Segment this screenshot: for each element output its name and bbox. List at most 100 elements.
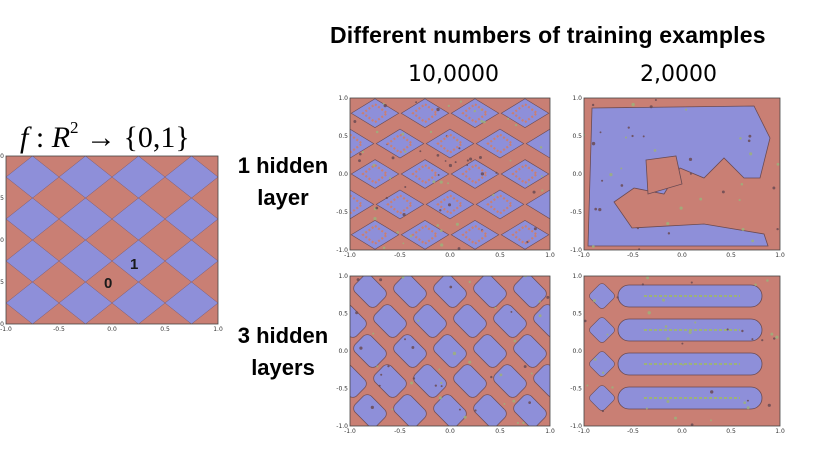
boundary-artifact: [666, 337, 670, 341]
boundary-artifact: [539, 146, 543, 149]
learned-blue-region: [500, 220, 550, 250]
row-label-3-line-a: 3 hidden: [237, 323, 329, 348]
formula-f: f: [20, 121, 29, 154]
boundary-artifact: [538, 314, 542, 318]
boundary-artifact: [533, 227, 537, 231]
boundary-artifact: [382, 102, 385, 105]
formula-r: R: [51, 121, 71, 154]
boundary-artifact: [452, 351, 457, 356]
boundary-artifact: [507, 117, 510, 120]
learned-blue-region: [587, 105, 771, 247]
plot-frame: [583, 97, 781, 251]
boundary-artifact: [689, 172, 692, 175]
boundary-artifact: [766, 279, 769, 282]
learned-blue-region: [426, 92, 474, 97]
y-tick-label: -0.5: [336, 209, 348, 216]
figure-title: Different numbers of training examples: [330, 22, 766, 48]
boundary-artifact: [726, 328, 729, 331]
learned-blue-region: [551, 99, 556, 128]
boundary-artifact: [468, 360, 472, 364]
x-tick-label: 0.0: [445, 252, 455, 258]
boundary-artifact: [512, 399, 516, 403]
column-label-2k: 2,0000: [640, 62, 717, 87]
boundary-artifact: [391, 156, 395, 160]
plot-area: [350, 272, 556, 426]
learned-blue-region: [551, 272, 556, 310]
boundary-artifact: [439, 209, 442, 212]
y-tick-label: 1.0: [572, 273, 582, 280]
boundary-artifact: [510, 310, 513, 313]
interior-artifact-ring: [361, 224, 389, 246]
learned-blue-region: [433, 394, 467, 426]
target-function-formula: f : R2 → {0,1}: [20, 118, 190, 155]
boundary-artifact: [609, 172, 613, 177]
boundary-artifact: [382, 246, 386, 250]
boundary-artifact: [647, 311, 651, 315]
red-diamond-region: [32, 302, 86, 324]
learned-blue-region: [589, 317, 615, 343]
plot-frame: [349, 97, 551, 251]
plot-area: [6, 156, 218, 324]
x-tick-label: -0.5: [394, 252, 406, 258]
learned-blue-region: [393, 334, 427, 368]
learned-blue-region: [476, 92, 524, 97]
boundary-artifact: [474, 409, 477, 412]
boundary-artifact: [709, 419, 713, 422]
x-tick-label: 0.0: [107, 326, 117, 333]
row-label-1-line-a: 1 hidden: [237, 153, 329, 178]
boundary-artifact: [591, 141, 596, 146]
x-tick-label: 0.0: [677, 252, 687, 258]
learned-blue-region: [353, 334, 387, 368]
boundary-artifact: [375, 206, 379, 210]
boundary-artifact: [401, 132, 405, 136]
boundary-artifact: [359, 152, 362, 156]
boundary-artifact: [685, 108, 688, 111]
boundary-artifact: [620, 167, 623, 170]
learned-blue-region: [589, 385, 615, 411]
boundary-artifact: [761, 339, 764, 342]
boundary-artifact: [466, 159, 470, 162]
learned-blue-region: [500, 98, 550, 128]
boundary-artifact: [586, 384, 589, 387]
y-tick-label: 0.5: [338, 311, 348, 318]
learned-blue-region: [453, 304, 487, 338]
plot-3-hidden-2k: -1.0 -0.5 0.0 0.5 1.0 1.0 0.5 0.0 -0.5 -1.0: [570, 268, 785, 438]
boundary-artifact: [641, 283, 645, 286]
learned-blue-region: [350, 159, 400, 189]
x-tick-label: -0.5: [627, 252, 639, 258]
learned-blue-region: [533, 304, 550, 338]
red-diamond-region: [191, 260, 218, 304]
boundary-artifact: [388, 177, 392, 180]
boundary-artifact: [664, 325, 668, 328]
boundary-artifact: [532, 190, 536, 194]
y-tick-label: 0.5: [572, 311, 582, 318]
y-tick-label: 0.0: [572, 171, 582, 178]
learned-blue-region: [551, 220, 556, 249]
boundary-artifact: [775, 335, 779, 339]
boundary-artifact: [411, 346, 415, 349]
boundary-artifact: [674, 416, 678, 420]
x-tick-label: -0.5: [394, 428, 406, 435]
boundary-artifact: [654, 98, 657, 102]
boundary-artifact: [653, 149, 657, 152]
boundary-artifact: [483, 120, 486, 124]
boundary-artifact: [591, 245, 595, 248]
boundary-artifact: [396, 231, 400, 234]
boundary-artifact: [688, 362, 691, 365]
learned-blue-region: [336, 99, 349, 128]
boundary-artifact: [594, 207, 598, 211]
y-tick-label: -1.0: [0, 321, 4, 328]
boundary-artifact: [480, 119, 484, 123]
boundary-artifact: [516, 421, 519, 425]
y-tick-label: -0.5: [0, 279, 4, 286]
boundary-artifact: [509, 159, 512, 162]
formula-set: {0,1}: [123, 121, 190, 154]
y-tick-label: 0.0: [338, 348, 348, 355]
boundary-artifact: [447, 182, 450, 185]
boundary-artifact: [469, 157, 473, 161]
plot-area: [584, 276, 780, 426]
boundary-artifact: [636, 227, 639, 230]
learned-blue-region: [589, 351, 615, 377]
learned-blue-region: [350, 189, 375, 220]
y-tick-label: 0.0: [0, 237, 4, 244]
